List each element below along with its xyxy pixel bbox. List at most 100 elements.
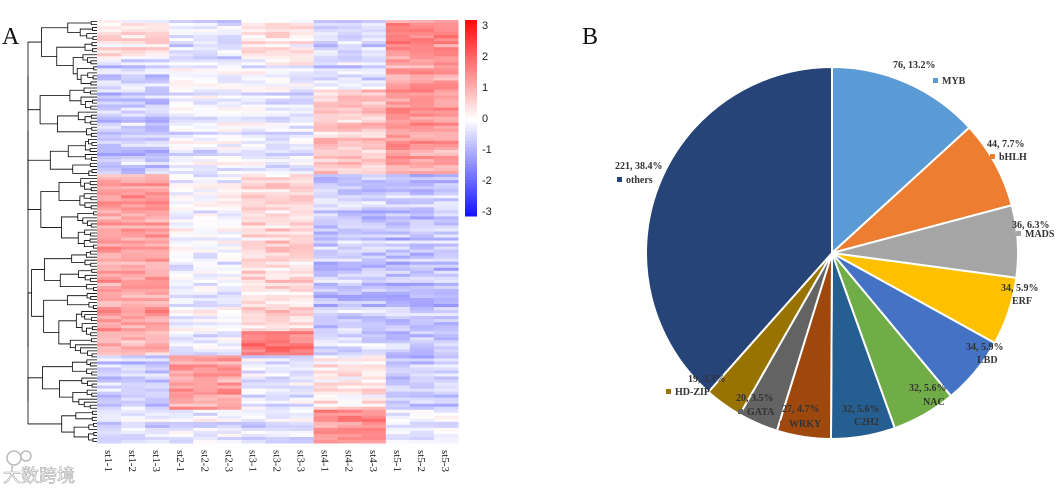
heatmap-cell	[433, 346, 459, 350]
heatmap-cell	[337, 291, 363, 296]
heatmap-cell	[145, 134, 170, 139]
heatmap-cell	[265, 376, 291, 381]
dendrogram-branch	[72, 164, 91, 174]
heatmap-cell	[289, 370, 315, 375]
heatmap-cell	[97, 291, 122, 296]
heatmap-cell	[265, 291, 291, 296]
heatmap-cell	[121, 80, 146, 84]
heatmap-cell	[121, 201, 146, 205]
heatmap-cell	[433, 364, 459, 368]
pie-name-label-gata: GATA	[747, 407, 775, 418]
heatmap-cell	[289, 23, 315, 27]
heatmap-cell	[193, 400, 218, 405]
dendrogram-branch	[49, 150, 73, 170]
heatmap-cell	[409, 343, 435, 347]
heatmap-cell	[337, 415, 363, 420]
heatmap-cell	[241, 65, 266, 69]
heatmap-cell	[433, 316, 459, 320]
heatmap-cell	[433, 225, 459, 229]
heatmap-cell	[169, 168, 194, 172]
heatmap-cell	[169, 186, 194, 190]
heatmap-cell	[169, 382, 194, 387]
heatmap-cell	[217, 225, 242, 229]
heatmap-cell	[145, 189, 170, 193]
heatmap-cell	[241, 376, 266, 381]
heatmap-cell	[433, 412, 459, 417]
heatmap-cell	[289, 412, 315, 417]
heatmap-cell	[361, 433, 387, 438]
colorbar-tick-label: 1	[482, 82, 488, 94]
heatmap-cell	[193, 255, 218, 260]
heatmap-cell	[433, 243, 459, 248]
heatmap-cell	[217, 26, 242, 30]
heatmap-cell	[409, 249, 435, 254]
heatmap-cell	[361, 331, 387, 335]
heatmap-cell	[193, 270, 218, 275]
heatmap-cell	[433, 219, 459, 223]
heatmap-cell	[241, 89, 266, 94]
heatmap-cell	[145, 116, 170, 121]
heatmap-cell	[241, 319, 266, 323]
heatmap-cell	[193, 198, 218, 202]
heatmap-cell	[313, 44, 339, 48]
heatmap-cell	[433, 189, 459, 193]
heatmap-cell	[97, 243, 122, 248]
heatmap-cell	[409, 406, 435, 411]
heatmap-cell	[241, 225, 266, 229]
heatmap-cell	[313, 258, 339, 263]
colorbar-segment	[465, 183, 477, 188]
heatmap-cell	[217, 38, 242, 42]
heatmap-cell	[97, 379, 122, 384]
heatmap-cell	[241, 300, 266, 305]
heatmap-cell	[433, 409, 459, 414]
heatmap-cell	[409, 297, 435, 302]
heatmap-cell	[241, 273, 266, 278]
heatmap-cell	[169, 47, 194, 51]
heatmap-cell	[313, 412, 339, 417]
heatmap-cell	[97, 143, 122, 148]
heatmap-cell	[433, 222, 459, 226]
heatmap-cell	[241, 334, 266, 338]
heatmap-cell	[289, 225, 315, 229]
heatmap-cell	[169, 210, 194, 214]
heatmap-cell	[265, 86, 291, 90]
heatmap-cell	[121, 189, 146, 193]
heatmap-cell	[241, 307, 266, 311]
dendrogram-branch	[90, 196, 97, 201]
heatmap-cell	[121, 270, 146, 275]
heatmap-cell	[193, 418, 218, 423]
heatmap-cell	[313, 252, 339, 257]
heatmap-cell	[121, 376, 146, 381]
heatmap-cell	[361, 140, 387, 145]
dendrogram-branch	[93, 305, 97, 309]
heatmap-cell	[193, 391, 218, 396]
heatmap-cell	[169, 68, 194, 72]
heatmap-cell	[337, 183, 363, 187]
heatmap-cell	[217, 107, 242, 112]
heatmap-cell	[193, 376, 218, 381]
heatmap-cell	[313, 264, 339, 269]
heatmap-cell	[337, 391, 363, 396]
heatmap-cell	[409, 367, 435, 371]
heatmap-cell	[409, 331, 435, 335]
colorbar-segment	[465, 59, 477, 63]
heatmap-cell	[265, 143, 291, 148]
heatmap-cell	[217, 101, 242, 106]
heatmap-cell	[409, 307, 435, 311]
heatmap-cell	[217, 358, 242, 362]
heatmap-cell	[385, 41, 411, 45]
heatmap-cell	[433, 288, 459, 293]
heatmap-cell	[313, 270, 339, 275]
heatmap-cell	[121, 134, 146, 139]
pie-value-label-c2h2: 32, 5.6%	[842, 404, 880, 415]
heatmap-cell	[265, 264, 291, 269]
heatmap-cell	[145, 122, 170, 127]
heatmap-cell	[385, 29, 411, 33]
heatmap-cell	[289, 288, 315, 293]
heatmap-cell	[97, 322, 122, 326]
heatmap-cell	[433, 261, 459, 266]
heatmap-cell	[361, 412, 387, 417]
heatmap-cell	[265, 273, 291, 278]
heatmap-cell	[313, 53, 339, 57]
colorbar-segment	[465, 82, 477, 86]
